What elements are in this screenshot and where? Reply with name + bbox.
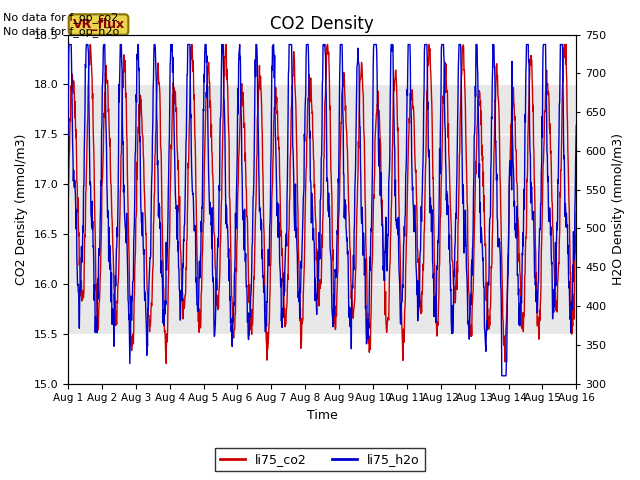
Text: VR_flux: VR_flux	[72, 18, 125, 31]
Legend: li75_co2, li75_h2o: li75_co2, li75_h2o	[215, 448, 425, 471]
Text: No data for f_op_co2: No data for f_op_co2	[3, 12, 118, 23]
Bar	[68, 84, 576, 334]
X-axis label: Time: Time	[307, 409, 337, 422]
Y-axis label: H2O Density (mmol/m3): H2O Density (mmol/m3)	[612, 133, 625, 285]
Y-axis label: CO2 Density (mmol/m3): CO2 Density (mmol/m3)	[15, 133, 28, 285]
Text: No data for f_op_h2o: No data for f_op_h2o	[3, 26, 120, 37]
Title: CO2 Density: CO2 Density	[270, 15, 374, 33]
